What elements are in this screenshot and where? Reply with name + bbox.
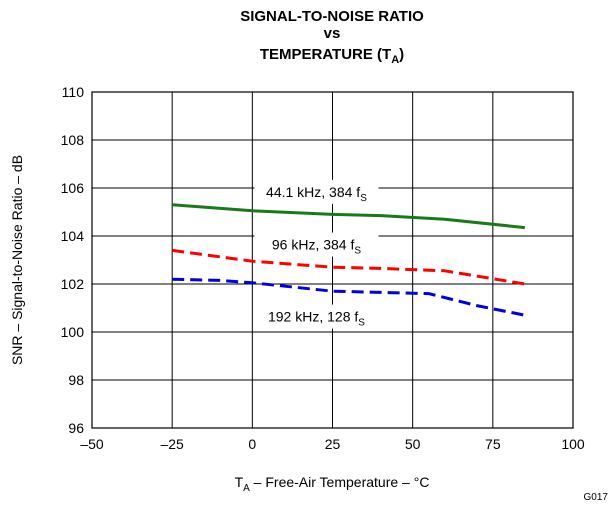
x-tick-label: –50 [80, 436, 104, 452]
series-label-background [254, 304, 379, 329]
x-tick-label: 75 [485, 436, 501, 452]
chart-title-line: SIGNAL-TO-NOISE RATIO [240, 8, 424, 25]
series-label: 44.1 kHz, 384 fS [266, 184, 367, 204]
y-tick-label: 106 [61, 180, 85, 196]
y-tick-label: 110 [62, 84, 85, 100]
chart-title-line: vs [324, 25, 341, 42]
series-label: 96 kHz, 384 fS [272, 237, 362, 257]
y-tick-label: 100 [61, 324, 85, 340]
series-label: 192 kHz, 128 fS [268, 309, 365, 329]
y-tick-labels: 96 98 100 102 104 106 108 110 [61, 84, 85, 436]
plot-border [91, 91, 574, 429]
y-tick-label: 108 [61, 132, 85, 148]
figure-id-label: G017 [584, 492, 609, 503]
series-line [171, 248, 526, 286]
x-tick-label: 25 [325, 436, 341, 452]
x-tick-labels: –50 –25 0 25 50 75 100 [80, 436, 585, 452]
y-tick-label: 102 [61, 276, 85, 292]
series-lines [171, 203, 526, 317]
x-tick-label: –25 [160, 436, 184, 452]
axis-labels: TA – Free-Air Temperature – °C SNR – Sign… [9, 155, 429, 494]
figure-id: G017 [584, 492, 609, 503]
series-line [172, 277, 526, 317]
series-line [172, 203, 526, 230]
y-tick-label: 104 [61, 228, 85, 244]
x-tick-label: 100 [561, 436, 585, 452]
grid [91, 91, 574, 429]
x-tick-label: 0 [248, 436, 256, 452]
x-tick-label: 50 [405, 436, 421, 452]
y-axis-label: SNR – Signal-to-Noise Ratio – dB [9, 155, 25, 365]
x-axis-label: TA – Free-Air Temperature – °C [235, 474, 430, 494]
y-tick-label: 96 [68, 420, 84, 436]
series-label-background [254, 179, 379, 204]
chart-title-line: TEMPERATURE (TA) [260, 46, 404, 66]
y-tick-label: 98 [68, 372, 84, 388]
series-labels: 44.1 kHz, 384 fS 96 kHz, 384 fS 192 kHz, 1… [254, 179, 379, 329]
series-label-background [254, 232, 379, 257]
